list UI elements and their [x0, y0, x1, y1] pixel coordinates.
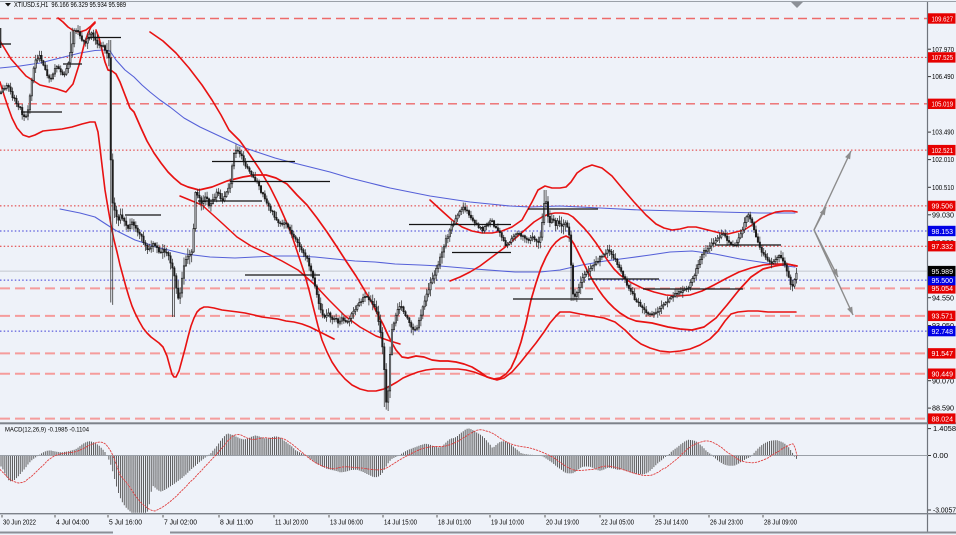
svg-text:98.153: 98.153: [932, 227, 954, 236]
svg-text:22 Jul 05:00: 22 Jul 05:00: [601, 520, 634, 527]
svg-text:91.547: 91.547: [932, 349, 954, 358]
svg-text:18 Jul 01:00: 18 Jul 01:00: [438, 520, 471, 527]
svg-text:30 Jun 2022: 30 Jun 2022: [3, 520, 36, 527]
svg-text:11 Jul 20:00: 11 Jul 20:00: [275, 520, 308, 527]
svg-text:109.627: 109.627: [932, 14, 954, 23]
svg-text:28 Jul 09:00: 28 Jul 09:00: [764, 520, 797, 527]
svg-text:99.030: 99.030: [932, 210, 954, 219]
svg-text:25 Jul 14:00: 25 Jul 14:00: [655, 520, 688, 527]
svg-text:102.010: 102.010: [932, 155, 954, 164]
svg-text:107.525: 107.525: [932, 53, 954, 62]
svg-text:95.989: 95.989: [932, 267, 954, 276]
svg-text:92.748: 92.748: [932, 327, 954, 336]
svg-text:20 Jul 19:00: 20 Jul 19:00: [546, 520, 579, 527]
svg-text:103.490: 103.490: [932, 128, 954, 137]
svg-text:93.571: 93.571: [932, 312, 954, 321]
svg-text:88.024: 88.024: [932, 414, 954, 423]
svg-text:-3.0057: -3.0057: [933, 506, 956, 515]
svg-text:99.506: 99.506: [932, 202, 954, 211]
svg-text:88.590: 88.590: [932, 404, 954, 413]
svg-text:19 Jul 10:00: 19 Jul 10:00: [491, 520, 524, 527]
svg-text:106.490: 106.490: [932, 72, 954, 81]
svg-text:7 Jul 02:00: 7 Jul 02:00: [164, 520, 197, 527]
svg-text:MACD(12,26,9) -0.1985 -0.1104: MACD(12,26,9) -0.1985 -0.1104: [5, 427, 89, 434]
svg-text:5 Jul 16:00: 5 Jul 16:00: [109, 520, 142, 527]
svg-text:100.510: 100.510: [932, 183, 954, 192]
svg-text:26 Jul 23:00: 26 Jul 23:00: [710, 520, 743, 527]
svg-text:14 Jul 15:00: 14 Jul 15:00: [384, 520, 417, 527]
svg-text:105.019: 105.019: [932, 100, 954, 109]
svg-text:90.449: 90.449: [932, 369, 954, 378]
svg-text:102.521: 102.521: [932, 146, 954, 155]
svg-text:4 Jul 04:00: 4 Jul 04:00: [56, 520, 89, 527]
svg-text:13 Jul 06:00: 13 Jul 06:00: [330, 520, 363, 527]
svg-text:95.054: 95.054: [932, 284, 954, 293]
svg-text:95.500: 95.500: [932, 276, 954, 285]
svg-text:1.4058: 1.4058: [933, 424, 956, 433]
svg-text:97.332: 97.332: [932, 242, 954, 251]
svg-text:93.050: 93.050: [932, 321, 954, 330]
svg-text:0.00: 0.00: [933, 451, 948, 460]
svg-text:94.550: 94.550: [932, 293, 954, 302]
svg-text:107.970: 107.970: [932, 45, 954, 54]
svg-text:90.070: 90.070: [932, 376, 954, 385]
svg-text:8 Jul 11:00: 8 Jul 11:00: [220, 520, 253, 527]
svg-text:XTIUSD.ś,H1 96.166 96.329 95.: XTIUSD.ś,H1 96.166 96.329 95.934 95.989: [14, 2, 126, 9]
